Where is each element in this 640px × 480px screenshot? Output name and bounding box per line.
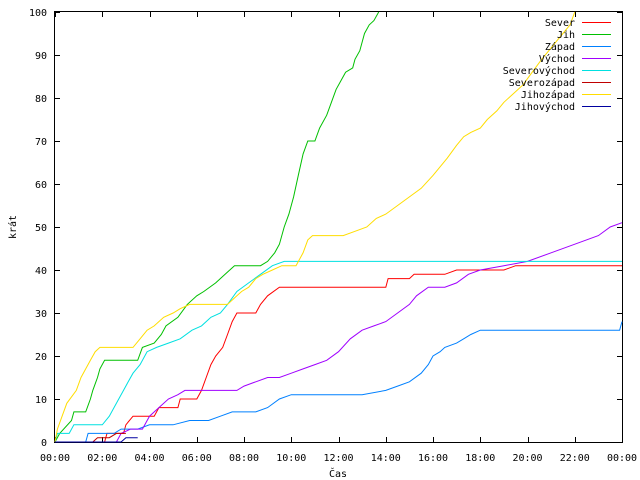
series-line-sever xyxy=(55,265,622,443)
y-tick-label: 70 xyxy=(35,137,47,148)
y-tick-label: 0 xyxy=(41,438,47,449)
legend-label: Východ xyxy=(539,53,575,65)
y-tick-label: 60 xyxy=(35,180,47,191)
y-tick-label: 50 xyxy=(35,223,47,234)
series-line-vychod xyxy=(55,222,623,443)
x-tick-label: 12:00 xyxy=(323,453,353,464)
legend-label: Jihovýchod xyxy=(515,101,575,113)
y-tick-label: 90 xyxy=(35,51,47,62)
x-tick-label: 18:00 xyxy=(465,453,495,464)
legend-label: Severovýchod xyxy=(503,65,575,77)
legend-label: Severozápad xyxy=(509,77,575,89)
legend-label: Jihozápad xyxy=(521,89,575,101)
x-axis-label: Čas xyxy=(329,467,347,480)
series-line-severozapad xyxy=(55,432,126,443)
legend: SeverJihZápadVýchodSeverovýchodSeverozáp… xyxy=(503,18,611,113)
y-tick-label: 40 xyxy=(35,266,47,277)
y-tick-label: 80 xyxy=(35,94,47,105)
series-line-zapad xyxy=(55,321,623,443)
x-tick-label: 20:00 xyxy=(512,453,542,464)
x-tick-label: 10:00 xyxy=(276,453,306,464)
y-tick-label: 10 xyxy=(35,395,47,406)
x-tick-label: 06:00 xyxy=(182,453,212,464)
x-tick-label: 14:00 xyxy=(371,453,401,464)
series-line-jihovychod xyxy=(55,437,138,443)
series-line-jihozapad xyxy=(54,11,576,443)
legend-label: Sever xyxy=(545,18,575,29)
x-tick-label: 00:00 xyxy=(40,453,70,464)
y-tick-label: 30 xyxy=(35,309,47,320)
series-lines xyxy=(54,11,623,443)
x-tick-label: 04:00 xyxy=(134,453,164,464)
axis-ticks: 00:00 02:00 04:00 06:00 08:00 10:00 12:00 14:00… xyxy=(29,8,637,464)
y-tick-label: 20 xyxy=(35,352,47,363)
x-tick-label: 22:00 xyxy=(560,453,590,464)
x-tick-label: 02:00 xyxy=(87,453,117,464)
series-line-severovychod xyxy=(54,260,622,443)
series-line-jih xyxy=(54,11,380,443)
plot-frame xyxy=(54,11,623,443)
x-tick-label: 08:00 xyxy=(229,453,259,464)
legend-label: Jih xyxy=(557,30,575,41)
x-tick-label: 16:00 xyxy=(418,453,448,464)
x-tick-label: 00:00 xyxy=(607,453,637,464)
legend-label: Západ xyxy=(545,41,575,53)
y-tick-label: 100 xyxy=(29,8,47,19)
y-axis-label: krát xyxy=(7,215,19,239)
